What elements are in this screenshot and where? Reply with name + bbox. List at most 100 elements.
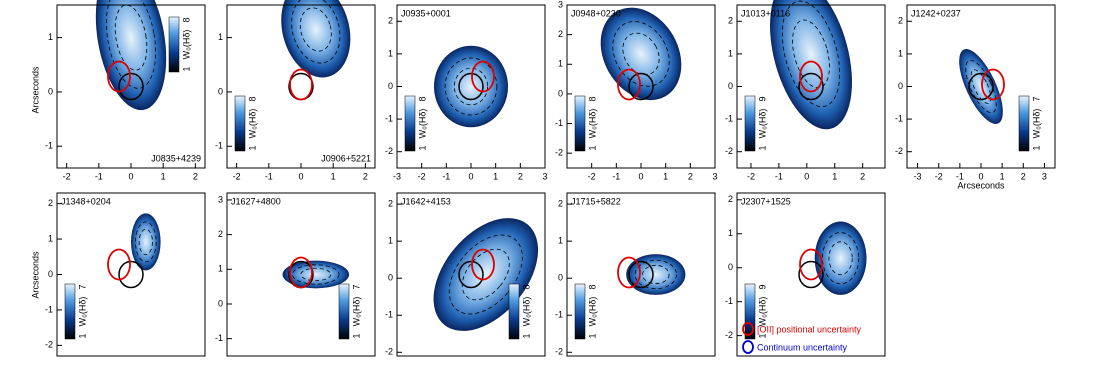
contour <box>292 264 340 285</box>
colorbar <box>338 283 350 340</box>
x-tick-label: 1 <box>832 171 837 181</box>
y-tick-label: -1 <box>45 304 53 314</box>
contour <box>612 21 670 87</box>
y-tick-label: 0 <box>898 81 903 91</box>
y-tick-label: 1 <box>388 48 393 58</box>
x-tick-label: -2 <box>63 171 71 181</box>
x-tick-label: -2 <box>935 171 943 181</box>
colorbar-label: W₀(Hδ) <box>77 297 87 327</box>
y-tick-label: 1 <box>558 59 563 69</box>
panel: -2 -1 0 1 2 3 -2 -1 0 1 2 3 J0948+0230 1 8 W₀(Hδ) <box>555 0 718 181</box>
y-tick-label: -2 <box>385 347 393 357</box>
colorbar-max: 9 <box>757 284 767 289</box>
oii-circle <box>617 256 641 289</box>
x-tick-label: -3 <box>393 171 401 181</box>
y-tick-label: -2 <box>895 146 903 156</box>
y-tick-label: -1 <box>555 118 563 128</box>
panel: -2 -1 0 1 2 J1348+0204 1 7 W₀(Hδ) <box>45 192 206 357</box>
x-tick-label: -2 <box>418 171 426 181</box>
colorbar-max: 7 <box>351 284 361 289</box>
panel-name: J0935+0001 <box>401 8 451 18</box>
colorbar-max: 8 <box>587 284 597 289</box>
panel-name: J0835+4239 <box>151 153 201 163</box>
colorbar-min: 1 <box>351 333 361 338</box>
y-tick-label: -2 <box>385 146 393 156</box>
colorbar-min: 1 <box>587 333 597 338</box>
panel: -3 -2 -1 0 1 2 3 -2 -1 0 1 2 J0935+0001 1 8 W₀(Hδ) <box>385 4 548 181</box>
y-tick-label: -1 <box>895 113 903 123</box>
y-tick-label: 1 <box>218 264 223 274</box>
source-map <box>433 218 539 331</box>
x-tick-label: -1 <box>442 171 450 181</box>
colorbar-label: W₀(Hδ) <box>417 109 427 139</box>
continuum-circle <box>118 260 144 289</box>
colorbar-min: 1 <box>757 145 767 150</box>
y-tick-label: 2 <box>48 198 53 208</box>
y-tick-label: 2 <box>388 198 393 208</box>
colorbar-label: W₀(Hδ) <box>587 297 597 327</box>
y-tick-label: 2 <box>728 194 733 204</box>
y-tick-label: -1 <box>555 310 563 320</box>
colorbar <box>404 95 416 152</box>
contour <box>444 57 498 116</box>
source-map <box>770 0 852 130</box>
frame <box>396 192 546 357</box>
y-tick-label: 2 <box>218 229 223 239</box>
y-tick-label: -1 <box>215 333 223 343</box>
contour <box>634 259 677 290</box>
contour <box>965 59 997 114</box>
contour <box>291 0 341 64</box>
colorbar-min: 1 <box>181 66 191 71</box>
y-tick-label: -2 <box>725 146 733 156</box>
x-axis-label: Arcseconds <box>957 180 1005 190</box>
x-tick-label: 1 <box>1000 171 1005 181</box>
panel-name: J0948+0230 <box>571 8 621 18</box>
y-tick-label: 1 <box>48 233 53 243</box>
legend-continuum: Continuum uncertainty <box>757 342 848 352</box>
y-tick-label: -1 <box>725 296 733 306</box>
y-tick-label: -2 <box>555 347 563 357</box>
oii-circle <box>471 248 495 281</box>
colorbar-min: 1 <box>521 333 531 338</box>
x-tick-label: -3 <box>914 171 922 181</box>
colorbar <box>744 95 756 152</box>
x-tick-label: 3 <box>542 171 547 181</box>
y-tick-label: -2 <box>555 148 563 158</box>
y-tick-label: -2 <box>45 340 53 350</box>
x-tick-label: 0 <box>638 171 643 181</box>
frame <box>226 192 376 357</box>
colorbar <box>168 16 180 73</box>
continuum-circle <box>628 72 654 101</box>
y-tick-label: 0 <box>728 262 733 272</box>
y-tick-label: 2 <box>728 16 733 26</box>
oii-circle <box>289 68 313 101</box>
y-tick-label: 3 <box>218 194 223 204</box>
x-tick-label: 0 <box>128 171 133 181</box>
y-tick-label: 1 <box>898 48 903 58</box>
oii-circle <box>981 68 1005 101</box>
frame <box>566 192 716 357</box>
panel: -2 -1 0 1 2 J1642+4153 1 8 W₀(Hδ) <box>385 192 546 357</box>
contour <box>299 7 332 52</box>
x-tick-label: -1 <box>956 171 964 181</box>
colorbar-min: 1 <box>417 145 427 150</box>
y-tick-label: 0 <box>48 269 53 279</box>
oii-circle <box>471 60 495 93</box>
y-tick-label: 0 <box>218 86 223 96</box>
colorbar-max: 8 <box>417 96 427 101</box>
y-tick-label: 0 <box>48 86 53 96</box>
x-tick-label: 0 <box>298 171 303 181</box>
x-tick-label: -1 <box>265 171 273 181</box>
x-tick-label: -2 <box>233 171 241 181</box>
x-tick-label: 1 <box>161 171 166 181</box>
x-tick-label: 1 <box>663 171 668 181</box>
continuum-circle <box>798 260 824 289</box>
y-tick-label: 0 <box>728 81 733 91</box>
y-tick-label: -1 <box>385 310 393 320</box>
colorbar <box>508 283 520 340</box>
colorbar-label: W₀(Hδ) <box>181 30 191 60</box>
colorbar-max: 8 <box>587 96 597 101</box>
colorbar-max: 8 <box>247 96 257 101</box>
panel-name: J1627+4800 <box>231 196 281 206</box>
y-tick-label: 2 <box>558 198 563 208</box>
